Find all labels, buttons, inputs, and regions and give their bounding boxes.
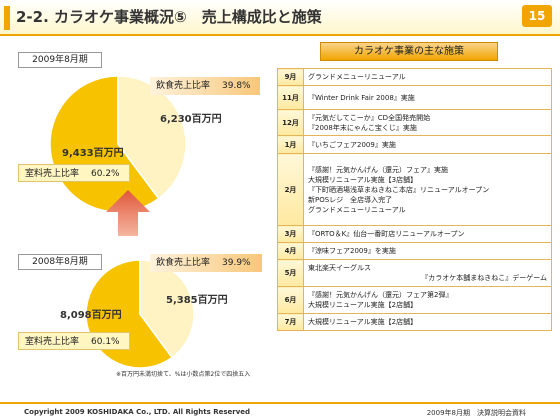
measures-title: カラオケ事業の主な施策 [320,42,498,61]
measure-month: 3月 [277,225,304,243]
measure-text: 『涼味フェア2009』を実施 [303,242,552,260]
room-ratio-2008: 室料売上比率 60.1% [18,332,130,350]
measure-row: 1月 『いちごフェア2009』実施 [277,135,552,154]
page-number: 15 [522,5,552,27]
measure-line: 大規模リニューアル実施【2店舗】 [308,301,418,309]
food-ratio-label: 飲食売上比率 [156,258,211,268]
measure-row: 6月 『感謝！元気かんげん（還元）フェア第2弾』 大規模リニューアル実施【2店舗】 [277,286,552,314]
measure-line: グランドメニューリニューアル [308,73,406,81]
measure-row: 11月 『Winter Drink Fair 2008』実施 [277,85,552,110]
measure-text: グランドメニューリニューアル [303,68,552,86]
footnote: ※百万円未満切捨て、%は小数点第2位で四捨五入 [116,371,251,378]
measure-row: 3月 『ORTO＆K』仙台一番町店リニューアルオープン [277,225,552,243]
measure-line: 大規模リニューアル実施【3店舗】 [308,175,418,184]
measure-line: 『いちごフェア2009』実施 [308,140,396,149]
growth-arrow-icon [106,190,150,236]
measure-month: 7月 [277,313,304,331]
page-title: 2-2. カラオケ事業概況⑤ 売上構成比と施策 [16,8,322,26]
food-value-2008: 5,385百万円 [166,295,228,306]
measure-line: 『カラオケ本舗まねきねこ』デーゲーム [421,274,547,282]
room-ratio-label: 室料売上比率 [25,337,80,347]
measure-text: 『元気だしてこーか』CD全国発売開始 『2008年末にゃんこ宝くじ』実施 [303,109,552,136]
measure-line: グランドメニューリニューアル [308,205,406,214]
measure-line: 『感謝！元気かんげん（還元）フェア』実施 [308,165,448,174]
measure-line: 『ORTO＆K』仙台一番町店リニューアルオープン [308,230,465,238]
measure-text: 東北楽天イーグルス『カラオケ本舗まねきねこ』デーゲーム [303,259,552,287]
header-accent-bar [4,6,10,30]
measure-month: 12月 [277,109,304,136]
measure-row: 5月 東北楽天イーグルス『カラオケ本舗まねきねこ』デーゲーム [277,259,552,287]
measure-text: 『ORTO＆K』仙台一番町店リニューアルオープン [303,225,552,243]
food-value-2009: 6,230百万円 [160,114,222,125]
period-label-2009: 2009年8月期 [18,52,102,68]
measure-month: 2月 [277,153,304,226]
measure-month: 6月 [277,286,304,314]
measure-text: 『感謝！元気かんげん（還元）フェア』実施 大規模リニューアル実施【3店舗】 『下町晒… [303,153,552,226]
measure-line: 『Winter Drink Fair 2008』実施 [308,93,415,102]
period-label-2008: 2008年8月期 [18,254,102,270]
room-ratio-value: 60.1% [91,337,120,347]
pie-slice-food [117,75,187,200]
measure-line: 新POSレジ 全店導入完了 [308,195,393,204]
copyright: Copyright 2009 KOSHIDAKA Co., LTD. All R… [24,408,251,416]
measure-line: 東北楽天イーグルス [308,264,371,272]
measure-text: 『感謝！元気かんげん（還元）フェア第2弾』 大規模リニューアル実施【2店舗】 [303,286,552,314]
measure-month: 1月 [277,135,304,154]
food-ratio-2009: 飲食売上比率 39.8% [150,77,260,95]
footer-doc-title: 2009年8月期 決算説明会資料 [426,409,526,417]
food-ratio-label: 飲食売上比率 [156,81,211,91]
food-ratio-value: 39.9% [222,258,251,268]
measures-table: 9月 グランドメニューリニューアル 11月 『Winter Drink Fair 20… [277,68,552,331]
measure-line: 『2008年末にゃんこ宝くじ』実施 [308,123,417,132]
footer: Copyright 2009 KOSHIDAKA Co., LTD. All R… [0,402,560,420]
measure-line: 『感謝！元気かんげん（還元）フェア第2弾』 [308,291,453,299]
measure-line: 大規模リニューアル実施【2店舗】 [308,318,418,326]
measure-text: 『いちごフェア2009』実施 [303,135,552,154]
measure-row: 7月 大規模リニューアル実施【2店舗】 [277,313,552,331]
slide-header: 2-2. カラオケ事業概況⑤ 売上構成比と施策 15 [0,0,560,36]
measure-row: 4月 『涼味フェア2009』を実施 [277,242,552,260]
food-ratio-value: 39.8% [222,81,251,91]
measure-row: 12月 『元気だしてこーか』CD全国発売開始 『2008年末にゃんこ宝くじ』実施 [277,109,552,136]
measure-text: 大規模リニューアル実施【2店舗】 [303,313,552,331]
room-value-2008: 8,098百万円 [60,310,122,321]
measure-month: 5月 [277,259,304,287]
measure-line: 『下町晒酒場浅草まねきねこ本店』リニューアルオープン [308,185,490,194]
room-value-2009: 9,433百万円 [62,148,124,159]
measure-month: 9月 [277,68,304,86]
room-ratio-label: 室料売上比率 [25,169,80,179]
measure-row: 2月 『感謝！元気かんげん（還元）フェア』実施 大規模リニューアル実施【3店舗】 『下… [277,153,552,226]
measure-month: 11月 [277,85,304,110]
measure-line: 『元気だしてこーか』CD全国発売開始 [308,113,431,122]
room-ratio-value: 60.2% [91,169,120,179]
measure-line: 『涼味フェア2009』を実施 [308,247,396,255]
measure-text: 『Winter Drink Fair 2008』実施 [303,85,552,110]
room-ratio-2009: 室料売上比率 60.2% [18,164,130,182]
measure-month: 4月 [277,242,304,260]
measure-row: 9月 グランドメニューリニューアル [277,68,552,86]
food-ratio-2008: 飲食売上比率 39.9% [150,254,262,272]
